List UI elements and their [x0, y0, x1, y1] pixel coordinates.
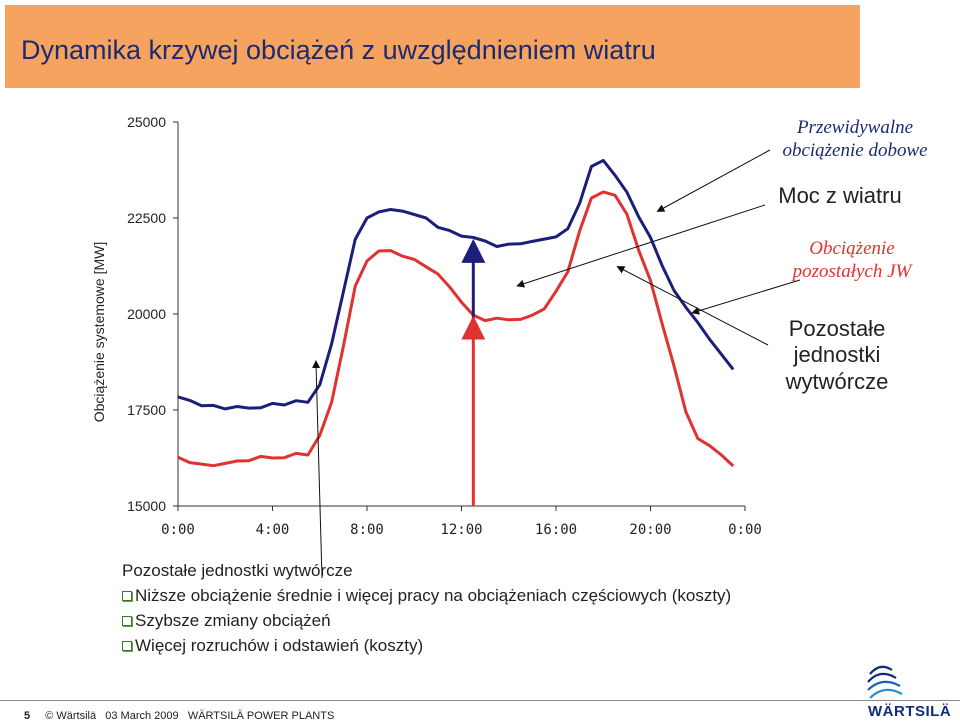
footer-company: WÄRTSILÄ POWER PLANTS	[187, 710, 335, 722]
checkbox-bullet-icon	[122, 640, 132, 651]
wind-label: Moc z wiatru	[760, 183, 920, 209]
bullet-item-text: Więcej rozruchów i odstawień (koszty)	[135, 636, 424, 655]
copyright: © Wärtsilä	[45, 710, 97, 722]
forecast-pointer	[656, 149, 771, 212]
footer: 5 © Wärtsilä 03 March 2009 WÄRTSILÄ POWE…	[0, 700, 960, 723]
y-tick-label: 15000	[127, 498, 166, 514]
x-tick-label: 4:00	[256, 522, 290, 538]
other-load-pointer	[691, 279, 801, 315]
bullet-item-text: Szybsze zmiany obciążeń	[135, 611, 331, 630]
slide-title: Dynamika krzywej obciążeń z uwzględnieni…	[21, 35, 656, 65]
x-tick-label: 20:00	[629, 522, 671, 538]
logo-wordmark: WÄRTSILÄ	[868, 703, 952, 720]
footer-divider	[0, 700, 960, 701]
bullet-heading-pointer	[312, 360, 323, 579]
forecast-label-line2: obciążenie dobowe	[782, 139, 928, 161]
x-tick-label: 8:00	[350, 522, 384, 538]
y-tick-label: 25000	[127, 114, 166, 130]
forecast-label: Przewidywalne obciążenie dobowe	[750, 117, 960, 163]
x-tick-label: 16:00	[535, 522, 577, 538]
title-bar: Dynamika krzywej obciążeń z uwzględnieni…	[5, 5, 860, 88]
bullet-item: Niższe obciążenie średnie i więcej pracy…	[122, 583, 731, 608]
checkbox-bullet-icon	[122, 590, 132, 601]
other-load-label-line2: pozostałych JW	[792, 260, 912, 282]
footer-date: 03 March 2009	[105, 710, 179, 722]
bullet-item: Szybsze zmiany obciążeń	[122, 608, 731, 633]
bullet-item: Więcej rozruchów i odstawień (koszty)	[122, 633, 731, 658]
wind-pointer	[516, 204, 766, 288]
units-label-line3: wytwórcze	[785, 368, 889, 394]
load-chart: 15000 17500 20000 22500 25000 0:00 4:00 8:00 12:…	[91, 114, 801, 579]
other-load-label-line1: Obciążenie	[809, 238, 895, 259]
bullet-list: Pozostałe jednostki wytwórcze Niższe obc…	[122, 558, 731, 658]
units-label-line1: Pozostałe	[788, 316, 886, 341]
wartsila-logo-icon	[867, 665, 903, 699]
forecast-label-line1: Przewidywalne	[796, 117, 914, 138]
series-line-other-units	[177, 190, 735, 468]
units-label-line2: jednostki	[793, 342, 881, 368]
bullet-item-text: Niższe obciążenie średnie i więcej pracy…	[135, 586, 732, 605]
series-line-forecast	[177, 158, 735, 411]
footer-text: 5 © Wärtsilä 03 March 2009 WÄRTSILÄ POWE…	[24, 710, 334, 722]
x-tick-label: 0:00	[161, 522, 195, 538]
y-tick-label: 20000	[127, 306, 166, 322]
units-pointer	[616, 266, 769, 346]
bullet-heading: Pozostałe jednostki wytwórcze	[122, 561, 353, 580]
y-tick-label: 17500	[127, 402, 166, 418]
other-load-label: Obciążenie pozostałych JW	[752, 238, 952, 284]
x-tick-label: 12:00	[440, 522, 482, 538]
units-label: Pozostałe jednostki wytwórcze	[752, 316, 922, 395]
x-tick-label: 0:00	[728, 522, 762, 538]
page-number: 5	[24, 710, 31, 722]
y-tick-label: 22500	[127, 210, 166, 226]
checkbox-bullet-icon	[122, 615, 132, 626]
wind-label-text: Moc z wiatru	[778, 183, 902, 208]
y-axis-label: Obciążenie systemowe [MW]	[91, 242, 107, 423]
